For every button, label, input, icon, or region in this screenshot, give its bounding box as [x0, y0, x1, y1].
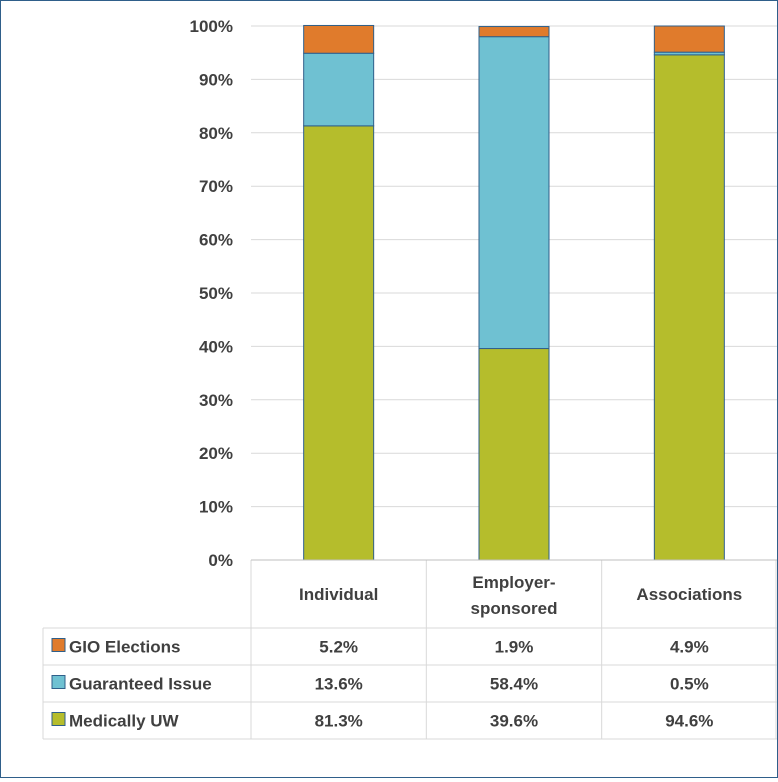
- bar-segment: [653, 25, 725, 53]
- y-tick-label: 60%: [199, 231, 233, 250]
- bar-segment: [478, 26, 550, 38]
- category-label: Individual: [299, 585, 378, 604]
- y-tick-label: 10%: [199, 498, 233, 517]
- y-tick-label: 80%: [199, 124, 233, 143]
- bar-segment: [478, 348, 550, 561]
- legend-series-label: Medically UW: [69, 712, 180, 731]
- data-table-value: 58.4%: [490, 675, 538, 694]
- y-tick-label: 90%: [199, 70, 233, 89]
- y-tick-label: 0%: [208, 551, 233, 570]
- data-table-value: 94.6%: [665, 712, 713, 731]
- legend-series-label: GIO Elections: [69, 638, 180, 657]
- legend-swatch: [51, 638, 66, 652]
- legend-swatch: [51, 675, 66, 689]
- legend-series-label: Guaranteed Issue: [69, 675, 212, 694]
- data-table-value: 5.2%: [319, 638, 358, 657]
- data-table-value: 4.9%: [670, 638, 709, 657]
- data-table-value: 13.6%: [315, 675, 363, 694]
- bar-segment: [303, 52, 375, 127]
- legend-swatch: [51, 712, 66, 726]
- category-label: sponsored: [471, 599, 558, 618]
- y-tick-label: 100%: [190, 17, 233, 36]
- category-label: Employer-: [472, 573, 555, 592]
- bar-segment: [653, 54, 725, 561]
- bar-segment: [478, 36, 550, 350]
- y-tick-label: 20%: [199, 444, 233, 463]
- bar-segment: [303, 125, 375, 561]
- data-table-value: 1.9%: [495, 638, 534, 657]
- data-table-value: 39.6%: [490, 712, 538, 731]
- y-tick-label: 30%: [199, 391, 233, 410]
- y-tick-label: 40%: [199, 337, 233, 356]
- y-tick-label: 70%: [199, 177, 233, 196]
- bar-segment: [303, 24, 375, 54]
- data-table-value: 81.3%: [315, 712, 363, 731]
- y-tick-label: 50%: [199, 284, 233, 303]
- category-label: Associations: [636, 585, 742, 604]
- data-table-value: 0.5%: [670, 675, 709, 694]
